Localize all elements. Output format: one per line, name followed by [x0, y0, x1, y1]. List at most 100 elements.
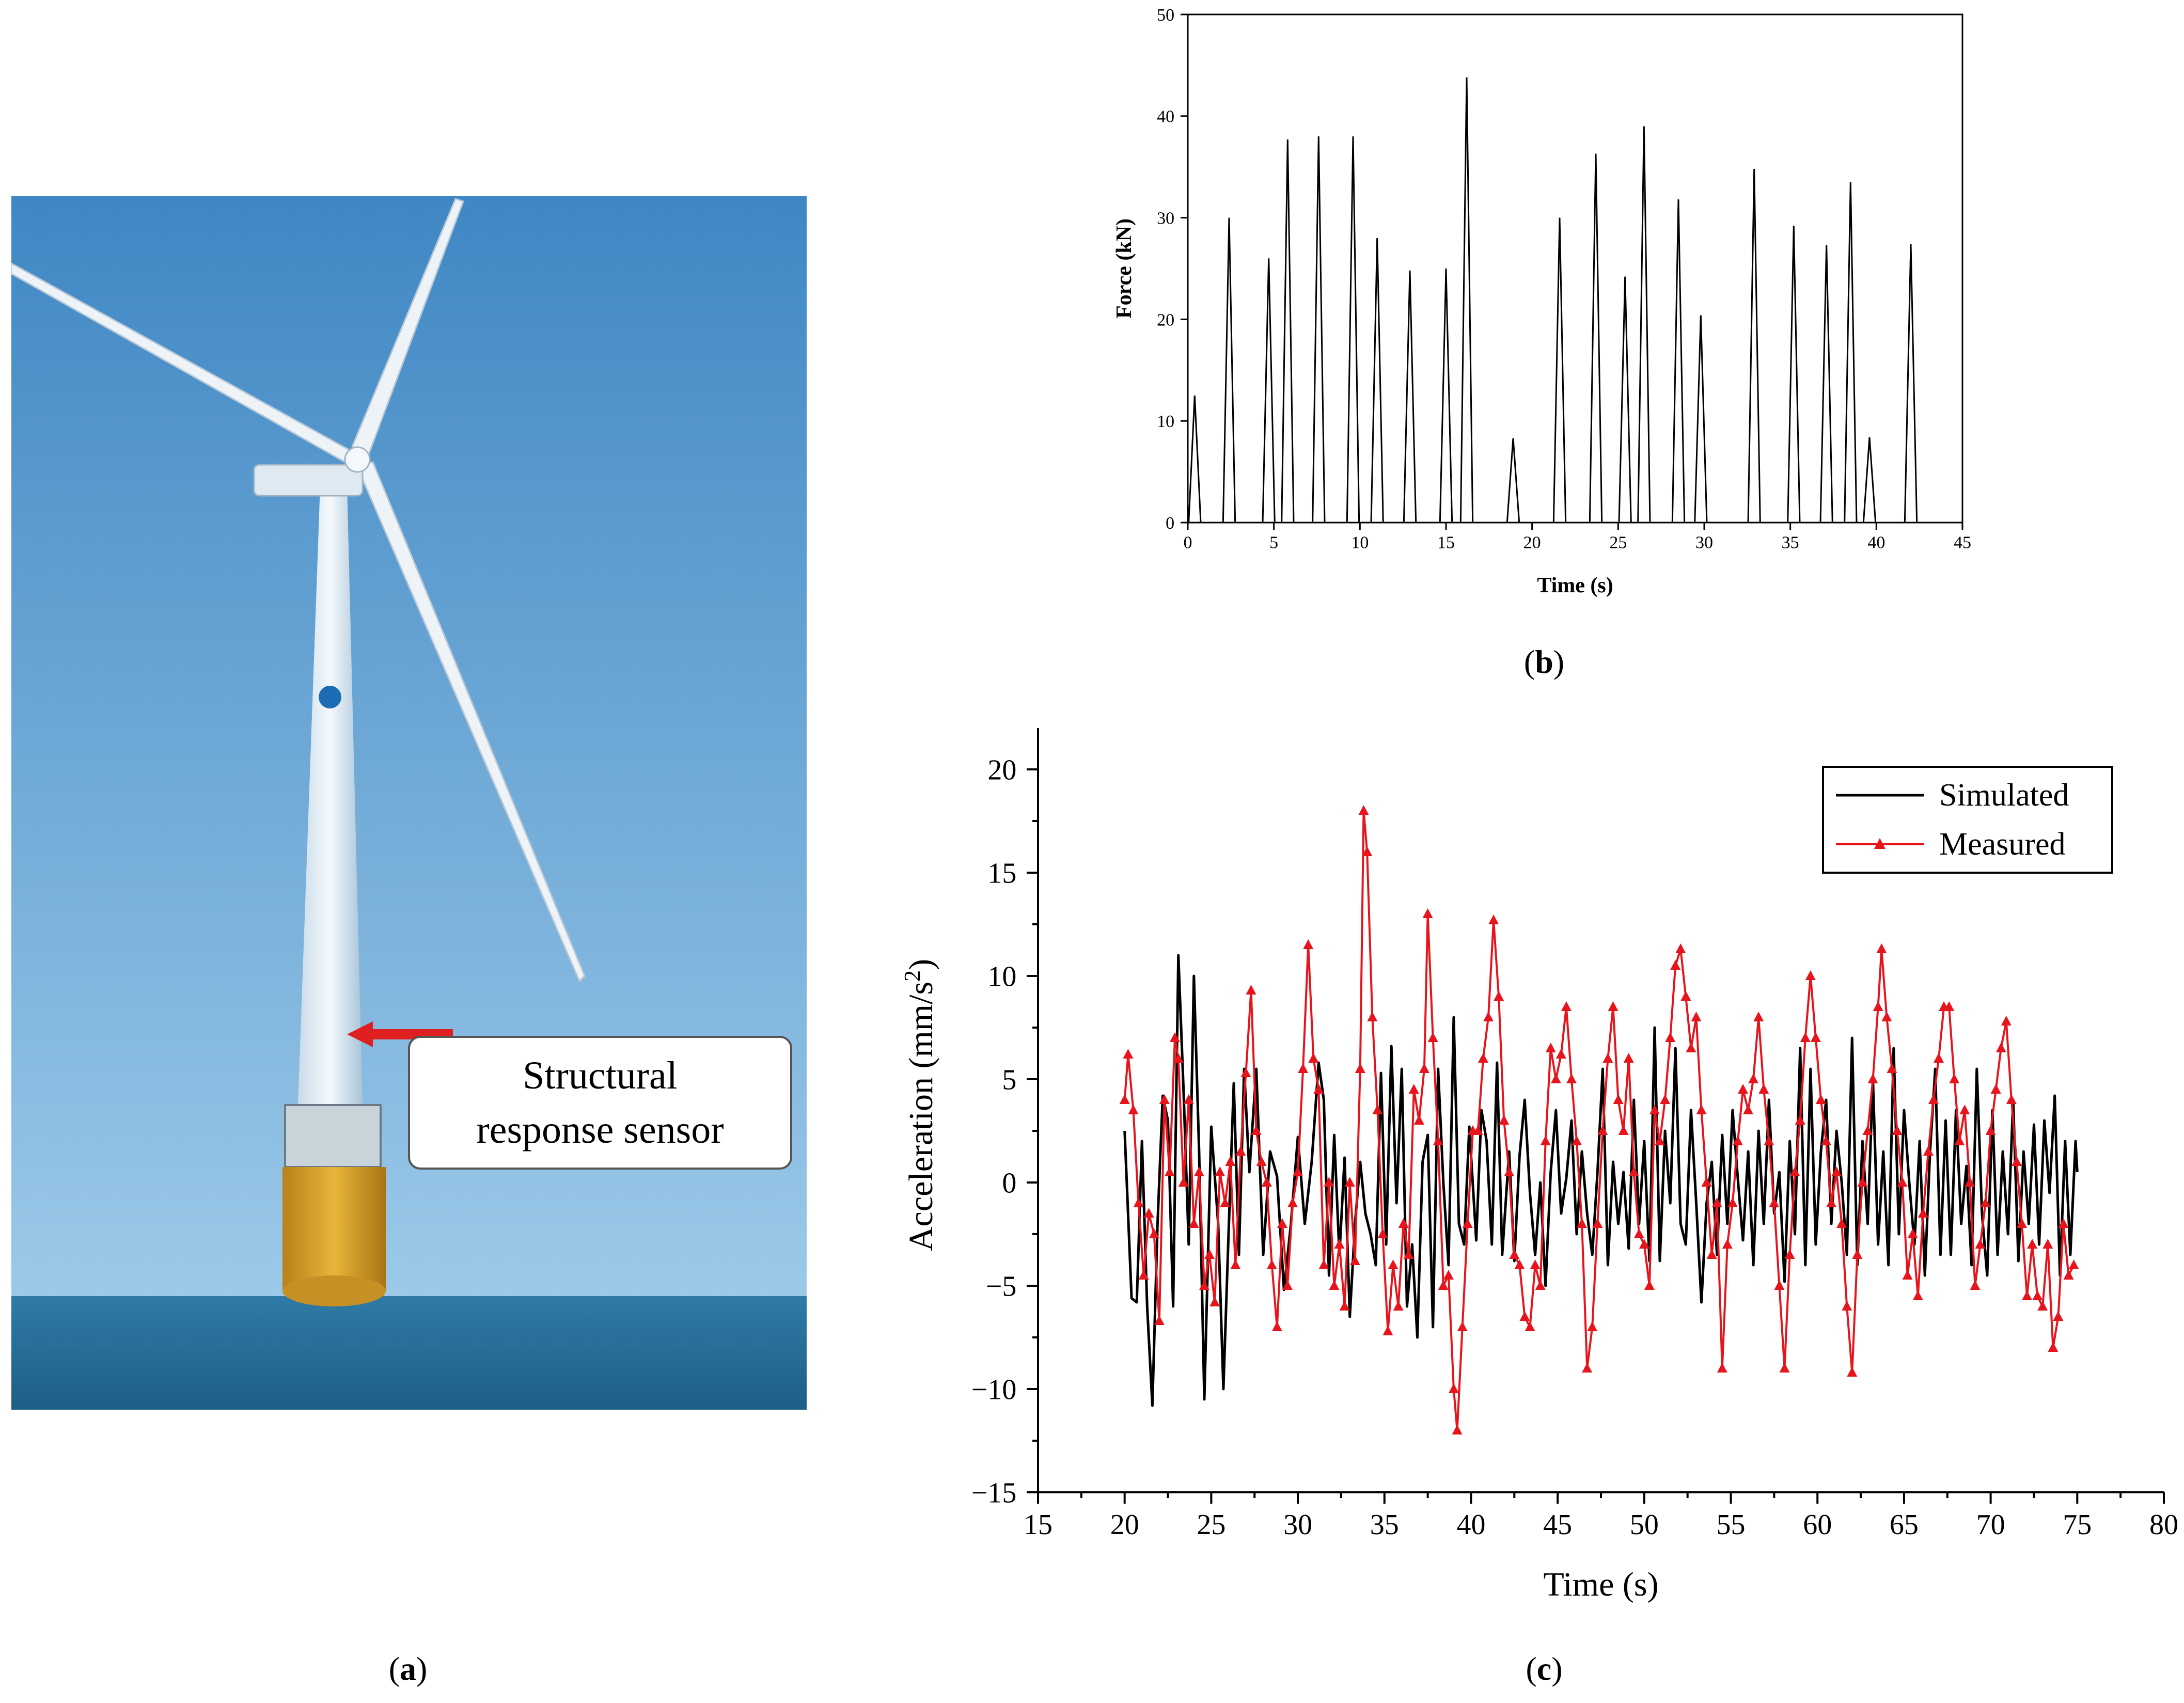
measured-point: [1235, 1146, 1246, 1156]
measured-point: [1403, 1249, 1414, 1259]
measured-point: [1764, 1136, 1774, 1145]
measured-point: [1271, 1321, 1282, 1331]
measured-point: [1857, 1177, 1868, 1187]
measured-point: [1897, 1177, 1908, 1187]
measured-point: [1329, 1280, 1340, 1290]
measured-point: [1149, 1228, 1159, 1238]
measured-point: [1504, 1166, 1515, 1176]
measured-point: [1959, 1105, 1970, 1114]
callout-box: [408, 1036, 792, 1170]
legend-measured-label: Measured: [1939, 827, 2065, 862]
measured-point: [1393, 1301, 1404, 1311]
measured-point: [1164, 1166, 1175, 1176]
x-tick-label: 50: [1630, 1509, 1659, 1541]
y-axis-label: Acceleration (mm/s2): [900, 959, 940, 1251]
x-tick-label: 25: [1197, 1509, 1225, 1541]
measured-point: [1582, 1363, 1593, 1373]
tower-logo: [319, 686, 341, 708]
measured-point: [1965, 1177, 1975, 1187]
x-tick-label: 45: [1543, 1509, 1572, 1541]
measured-point: [1826, 1197, 1837, 1207]
x-tick-label: 10: [1351, 533, 1369, 553]
measured-point: [2011, 1156, 2022, 1166]
measured-point: [1701, 1177, 1712, 1187]
x-tick-label: 20: [1110, 1509, 1139, 1541]
measured-point: [1293, 1166, 1303, 1176]
x-tick-label: 40: [1456, 1509, 1485, 1541]
measured-point: [1722, 1239, 1733, 1249]
measured-point: [1215, 1166, 1225, 1176]
measured-point: [1633, 1228, 1644, 1238]
y-tick-label: −5: [986, 1271, 1017, 1303]
measured-point: [1220, 1197, 1231, 1207]
measured-point: [1836, 1218, 1847, 1228]
measured-point: [1912, 1290, 1923, 1300]
measured-point: [1928, 1094, 1939, 1104]
measured-point: [1427, 1032, 1438, 1042]
simulated-series-line: [1123, 954, 2079, 1407]
measured-point: [2037, 1301, 2048, 1311]
measured-point: [1457, 1321, 1468, 1331]
x-tick-label: 5: [1269, 533, 1278, 553]
measured-point: [1488, 914, 1499, 924]
measured-point: [2058, 1218, 2069, 1228]
measured-point: [1758, 1084, 1769, 1094]
x-axis-label: Time (s): [1543, 1566, 1658, 1603]
measured-point: [1298, 1063, 1309, 1073]
measured-point: [1795, 1115, 1805, 1125]
measured-point: [2001, 1016, 2012, 1026]
measured-point: [1303, 939, 1314, 949]
rotor-hub: [344, 446, 371, 473]
measured-point: [1628, 1166, 1639, 1176]
measured-point: [1225, 1156, 1236, 1166]
x-tick-label: 75: [2063, 1509, 2092, 1541]
measured-point: [1128, 1105, 1139, 1114]
measured-point: [1805, 970, 1816, 980]
measured-point: [1256, 1156, 1267, 1166]
measured-point: [1123, 1049, 1134, 1059]
measured-point: [1173, 1053, 1184, 1063]
measured-point: [2032, 1290, 2043, 1300]
measured-point: [1670, 960, 1681, 970]
measured-series-line: [1123, 810, 2075, 1431]
nacelle: [253, 464, 364, 497]
measured-point: [1266, 1259, 1277, 1269]
measured-point: [1779, 1363, 1790, 1373]
y-tick-label: −10: [971, 1374, 1017, 1406]
y-axis-label: Force (kN): [1112, 218, 1136, 319]
x-tick-label: 0: [1184, 533, 1192, 553]
measured-point: [1188, 1218, 1199, 1228]
measured-point: [1324, 1177, 1334, 1187]
x-tick-label: 30: [1695, 533, 1713, 553]
measured-point: [1831, 1166, 1842, 1176]
measured-point: [1119, 1094, 1130, 1104]
acceleration-chart: 15 20 25 30 35 40 45 50 55 60 65 70 75 80 −15 −10 −5 0 5 10…: [900, 728, 2178, 1603]
measured-point: [1892, 1125, 1903, 1135]
measured-point: [1732, 1136, 1743, 1145]
measured-point: [1419, 1063, 1429, 1073]
measured-point: [1287, 1197, 1298, 1207]
x-tick-label: 20: [1523, 533, 1541, 553]
measured-point: [1452, 1425, 1463, 1434]
panel-label-b: (b): [1523, 643, 1565, 680]
measured-point: [1675, 943, 1686, 953]
measured-point: [1867, 1074, 1878, 1083]
measured-point: [1902, 1270, 1913, 1280]
measured-point: [1873, 1001, 1883, 1011]
x-axis-label: Time (s): [1537, 574, 1613, 597]
measured-point: [1810, 1032, 1821, 1042]
force-chart: 0 5 10 15 20 25 30 35 40 45 0 10 20 30 40 50 Time (s) For…: [1112, 6, 1971, 597]
measured-point: [1408, 1084, 1419, 1094]
y-tick-label: 50: [1157, 6, 1174, 25]
measured-point: [2022, 1290, 2033, 1300]
measured-point: [1623, 1053, 1634, 1063]
measured-point: [1923, 1146, 1934, 1156]
measured-point: [1372, 1105, 1383, 1114]
force-series-line: [1188, 77, 1962, 524]
y-tick-label: 40: [1157, 107, 1174, 127]
measured-point: [1540, 1136, 1551, 1145]
x-tick-label: 35: [1370, 1509, 1399, 1541]
measured-point: [1934, 1053, 1944, 1063]
measured-point: [1154, 1315, 1165, 1325]
measured-point: [1639, 1239, 1649, 1249]
